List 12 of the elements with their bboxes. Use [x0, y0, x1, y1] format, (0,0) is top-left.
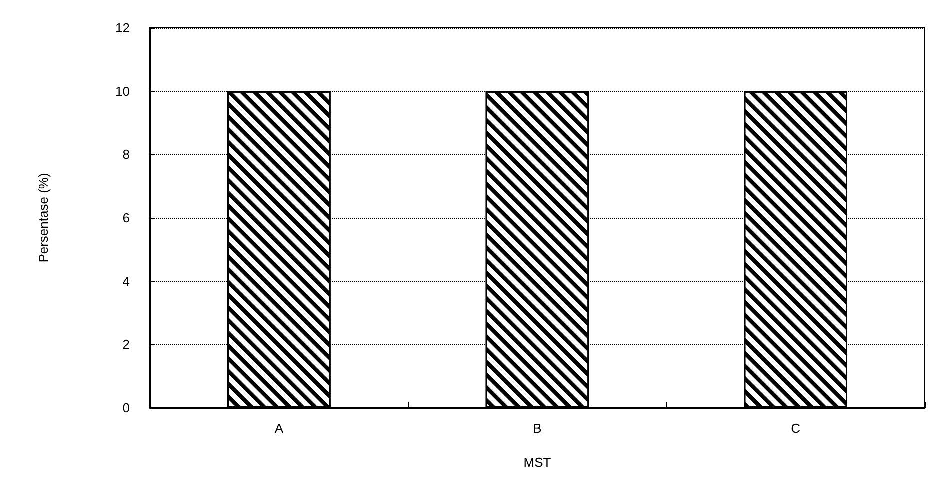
- y-tick-label: 4: [122, 274, 130, 289]
- y-tick-label: 2: [122, 337, 130, 352]
- y-tick-label: 10: [116, 84, 130, 99]
- y-axis-title: Persentase (%): [36, 173, 51, 263]
- y-tick-label: 6: [122, 210, 130, 226]
- y-tick-label: 12: [116, 20, 130, 36]
- x-tick-label: A: [274, 421, 284, 436]
- x-tick-label: B: [533, 421, 542, 436]
- x-axis-title: MST: [524, 455, 552, 470]
- x-tick-label: C: [791, 421, 801, 436]
- y-tick-label: 0: [122, 400, 130, 416]
- y-tick-label: 8: [122, 147, 130, 162]
